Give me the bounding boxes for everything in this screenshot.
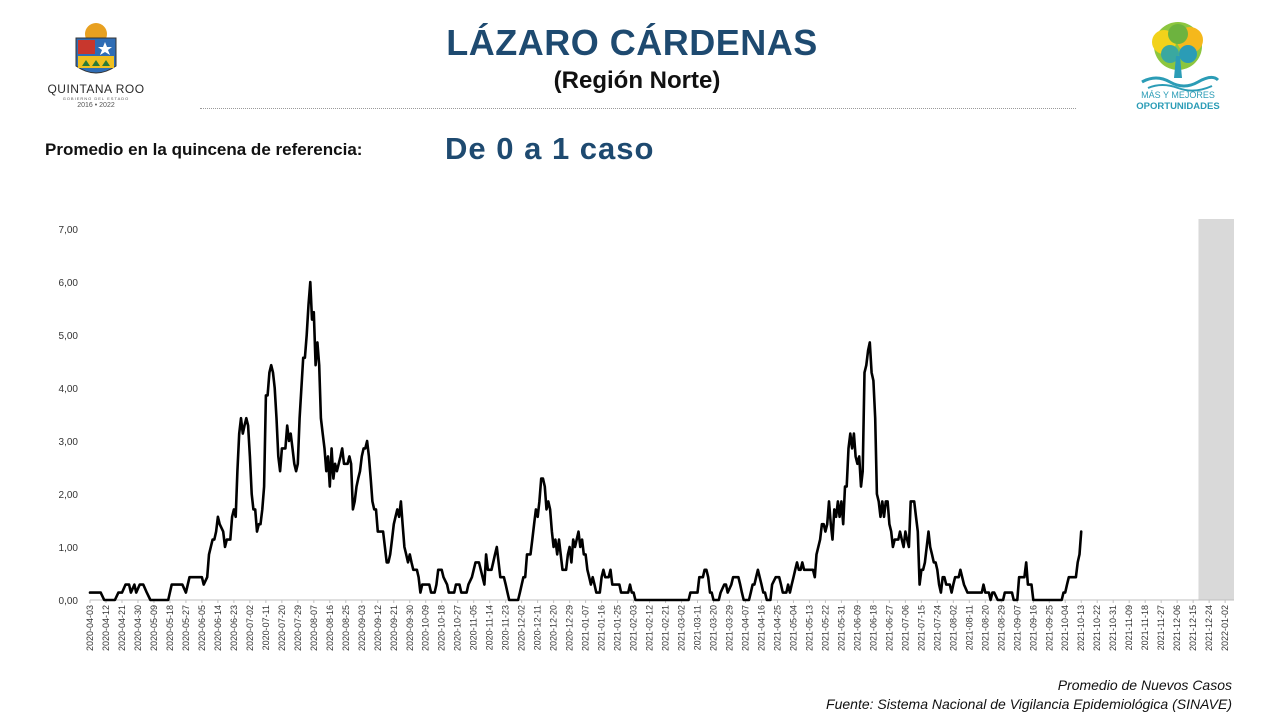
x-tick-label: 2021-01-16 bbox=[597, 605, 607, 651]
series-line-0 bbox=[88, 280, 1083, 602]
x-tick-label: 2021-08-20 bbox=[980, 605, 990, 651]
x-tick-label: 2020-06-05 bbox=[197, 605, 207, 651]
x-tick-label: 2021-10-31 bbox=[1108, 605, 1118, 651]
x-tick-label: 2021-06-18 bbox=[868, 605, 878, 651]
x-tick-label: 2021-09-16 bbox=[1028, 605, 1038, 651]
x-tick-label: 2021-05-13 bbox=[804, 605, 814, 651]
y-tick-label: 2,00 bbox=[59, 490, 79, 501]
series-note: Promedio de Nuevos Casos bbox=[1057, 677, 1232, 693]
coat-of-arms-icon bbox=[75, 23, 117, 74]
quintana-roo-logo: QUINTANA ROO GOBIERNO DEL ESTADO 2016 • … bbox=[44, 18, 148, 114]
x-tick-label: 2021-05-31 bbox=[836, 605, 846, 651]
shaded-reference-period bbox=[1198, 219, 1234, 600]
x-tick-label: 2021-03-29 bbox=[725, 605, 735, 651]
x-tick-label: 2021-12-15 bbox=[1188, 605, 1198, 651]
x-tick-label: 2020-11-23 bbox=[501, 605, 511, 650]
x-tick-label: 2020-04-30 bbox=[133, 605, 143, 651]
x-tick-label: 2020-08-25 bbox=[341, 605, 351, 651]
source-note: Fuente: Sistema Nacional de Vigilancia E… bbox=[826, 696, 1232, 712]
x-tick-label: 2021-02-21 bbox=[661, 605, 671, 651]
x-tick-label: 2021-07-06 bbox=[900, 605, 910, 651]
x-tick-label: 2021-01-07 bbox=[581, 605, 591, 651]
x-tick-label: 2020-12-29 bbox=[565, 605, 575, 651]
years-label: 2016 • 2022 bbox=[77, 102, 115, 109]
x-tick-label: 2020-05-09 bbox=[149, 605, 159, 651]
x-tick-label: 2020-05-18 bbox=[165, 605, 175, 651]
x-tick-label: 2020-07-02 bbox=[245, 605, 255, 651]
y-tick-label: 5,00 bbox=[59, 331, 79, 342]
x-tick-label: 2020-10-18 bbox=[437, 605, 447, 651]
y-tick-label: 0,00 bbox=[59, 596, 79, 607]
x-tick-label: 2021-02-03 bbox=[629, 605, 639, 651]
x-tick-label: 2020-11-14 bbox=[485, 605, 495, 650]
x-tick-label: 2021-08-29 bbox=[996, 605, 1006, 651]
y-tick-label: 4,00 bbox=[59, 384, 79, 395]
page-subtitle: (Región Norte) bbox=[553, 67, 721, 94]
x-tick-label: 2021-08-11 bbox=[964, 605, 974, 650]
x-tick-label: 2020-07-29 bbox=[293, 605, 303, 651]
x-tick-label: 2020-06-14 bbox=[213, 605, 223, 651]
slogan-line-2: OPORTUNIDADES bbox=[1136, 101, 1220, 112]
tree-icon bbox=[1141, 22, 1220, 92]
x-tick-label: 2020-08-16 bbox=[325, 605, 335, 651]
gobierno-label: GOBIERNO DEL ESTADO bbox=[62, 96, 130, 101]
x-tick-label: 2021-06-27 bbox=[884, 605, 894, 651]
page-title: LÁZARO CÁRDENAS bbox=[446, 22, 818, 63]
x-tick-label: 2020-10-09 bbox=[421, 605, 431, 651]
x-tick-label: 2021-03-11 bbox=[693, 605, 703, 650]
x-tick-label: 2021-07-24 bbox=[932, 605, 942, 651]
x-tick-label: 2020-09-21 bbox=[389, 605, 399, 651]
x-tick-label: 2020-09-03 bbox=[357, 605, 367, 651]
reference-label: Promedio en la quincena de referencia: bbox=[45, 140, 363, 159]
x-tick-label: 2020-07-11 bbox=[261, 605, 271, 650]
y-tick-label: 3,00 bbox=[59, 437, 79, 448]
x-tick-label: 2020-12-02 bbox=[517, 605, 527, 651]
x-tick-label: 2021-11-18 bbox=[1140, 605, 1150, 650]
x-tick-label: 2021-10-04 bbox=[1060, 605, 1070, 651]
x-tick-label: 2020-10-27 bbox=[453, 605, 463, 651]
x-tick-label: 2021-11-27 bbox=[1156, 605, 1166, 650]
y-tick-label: 7,00 bbox=[59, 225, 79, 236]
x-tick-label: 2021-08-02 bbox=[948, 605, 958, 651]
x-tick-label: 2021-09-07 bbox=[1012, 605, 1022, 651]
x-tick-label: 2021-03-20 bbox=[709, 605, 719, 651]
x-tick-label: 2021-02-12 bbox=[645, 605, 655, 651]
x-tick-label: 2021-12-24 bbox=[1204, 605, 1214, 651]
x-tick-label: 2021-06-09 bbox=[852, 605, 862, 651]
x-tick-label: 2020-09-30 bbox=[405, 605, 415, 651]
reference-value: De 0 a 1 caso bbox=[445, 131, 655, 166]
x-tick-label: 2020-04-21 bbox=[117, 605, 127, 651]
x-tick-label: 2020-09-12 bbox=[373, 605, 383, 651]
quintana-roo-name: QUINTANA ROO bbox=[47, 82, 145, 96]
oportunidades-logo: MÁS Y MEJORES OPORTUNIDADES bbox=[1122, 20, 1234, 114]
x-tick-label: 2020-04-03 bbox=[85, 605, 95, 651]
x-tick-label: 2021-12-06 bbox=[1172, 605, 1182, 651]
x-tick-label: 2022-01-02 bbox=[1220, 605, 1230, 651]
x-tick-label: 2020-12-11 bbox=[533, 605, 543, 650]
x-tick-label: 2021-10-13 bbox=[1076, 605, 1086, 651]
x-tick-label: 2021-05-22 bbox=[820, 605, 830, 651]
header-divider bbox=[200, 108, 1076, 109]
x-tick-label: 2021-01-25 bbox=[613, 605, 623, 651]
x-tick-label: 2020-07-20 bbox=[277, 605, 287, 651]
x-tick-label: 2020-08-07 bbox=[309, 605, 319, 651]
x-tick-label: 2021-03-02 bbox=[677, 605, 687, 651]
x-tick-label: 2021-07-15 bbox=[916, 605, 926, 651]
x-tick-label: 2021-04-25 bbox=[772, 605, 782, 651]
slogan-line-1: MÁS Y MEJORES bbox=[1141, 90, 1215, 100]
x-tick-label: 2020-11-05 bbox=[469, 605, 479, 650]
y-tick-label: 1,00 bbox=[59, 543, 79, 554]
x-tick-label: 2021-05-04 bbox=[788, 605, 798, 651]
x-tick-label: 2020-04-12 bbox=[101, 605, 111, 651]
x-tick-label: 2020-05-27 bbox=[181, 605, 191, 651]
x-tick-label: 2021-09-25 bbox=[1044, 605, 1054, 651]
x-tick-label: 2021-10-22 bbox=[1092, 605, 1102, 651]
x-tick-label: 2021-04-16 bbox=[756, 605, 766, 651]
y-tick-label: 6,00 bbox=[59, 278, 79, 289]
x-tick-label: 2021-11-09 bbox=[1124, 605, 1134, 650]
cases-line-chart: 0,00 1,00 2,00 3,00 4,00 5,00 6,00 7,00 2020-04-… bbox=[59, 219, 1234, 651]
x-tick-label: 2020-12-20 bbox=[549, 605, 559, 651]
x-tick-label: 2020-06-23 bbox=[229, 605, 239, 651]
x-tick-label: 2021-04-07 bbox=[740, 605, 750, 651]
